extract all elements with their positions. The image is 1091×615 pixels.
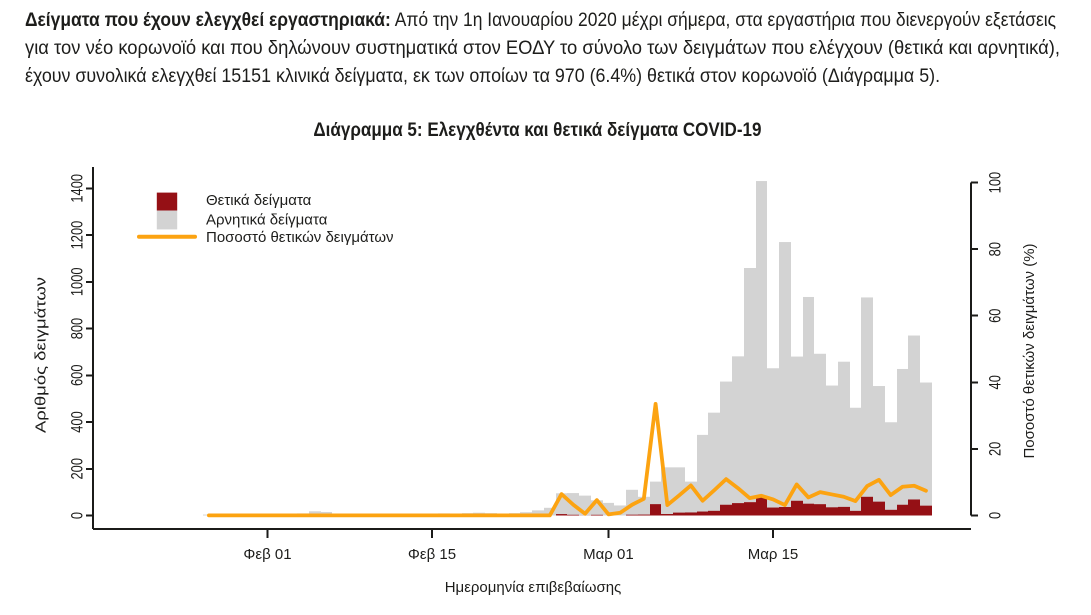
svg-text:80: 80 [987, 242, 1005, 256]
svg-text:Αρνητικά δείγματα: Αρνητικά δείγματα [206, 212, 328, 229]
svg-text:Θετικά δείγματα: Θετικά δείγματα [206, 192, 312, 209]
svg-text:0: 0 [69, 512, 87, 519]
svg-text:Ποσοστό θετικών δειγμάτων (%): Ποσοστό θετικών δειγμάτων (%) [1021, 243, 1038, 458]
svg-text:Φεβ 15: Φεβ 15 [408, 546, 456, 563]
svg-text:1200: 1200 [69, 221, 87, 250]
svg-text:Ημερομηνία επιβεβαίωσης: Ημερομηνία επιβεβαίωσης [445, 579, 622, 596]
svg-text:100: 100 [987, 172, 1005, 194]
svg-text:Φεβ 01: Φεβ 01 [243, 546, 291, 563]
svg-text:600: 600 [69, 365, 87, 387]
svg-text:40: 40 [987, 375, 1005, 389]
svg-text:Αριθμός δειγμάτων: Αριθμός δειγμάτων [32, 277, 49, 433]
svg-text:200: 200 [69, 458, 87, 480]
svg-text:800: 800 [69, 318, 87, 340]
svg-text:1400: 1400 [69, 174, 87, 203]
svg-text:1000: 1000 [69, 267, 87, 296]
svg-text:400: 400 [69, 411, 87, 433]
svg-text:20: 20 [987, 442, 1005, 456]
svg-text:0: 0 [987, 512, 1005, 519]
svg-text:Μαρ 15: Μαρ 15 [748, 546, 799, 563]
svg-text:60: 60 [987, 309, 1005, 323]
svg-text:Μαρ 01: Μαρ 01 [583, 546, 634, 563]
svg-text:Ποσοστό θετικών δειγμάτων: Ποσοστό θετικών δειγμάτων [206, 229, 394, 246]
